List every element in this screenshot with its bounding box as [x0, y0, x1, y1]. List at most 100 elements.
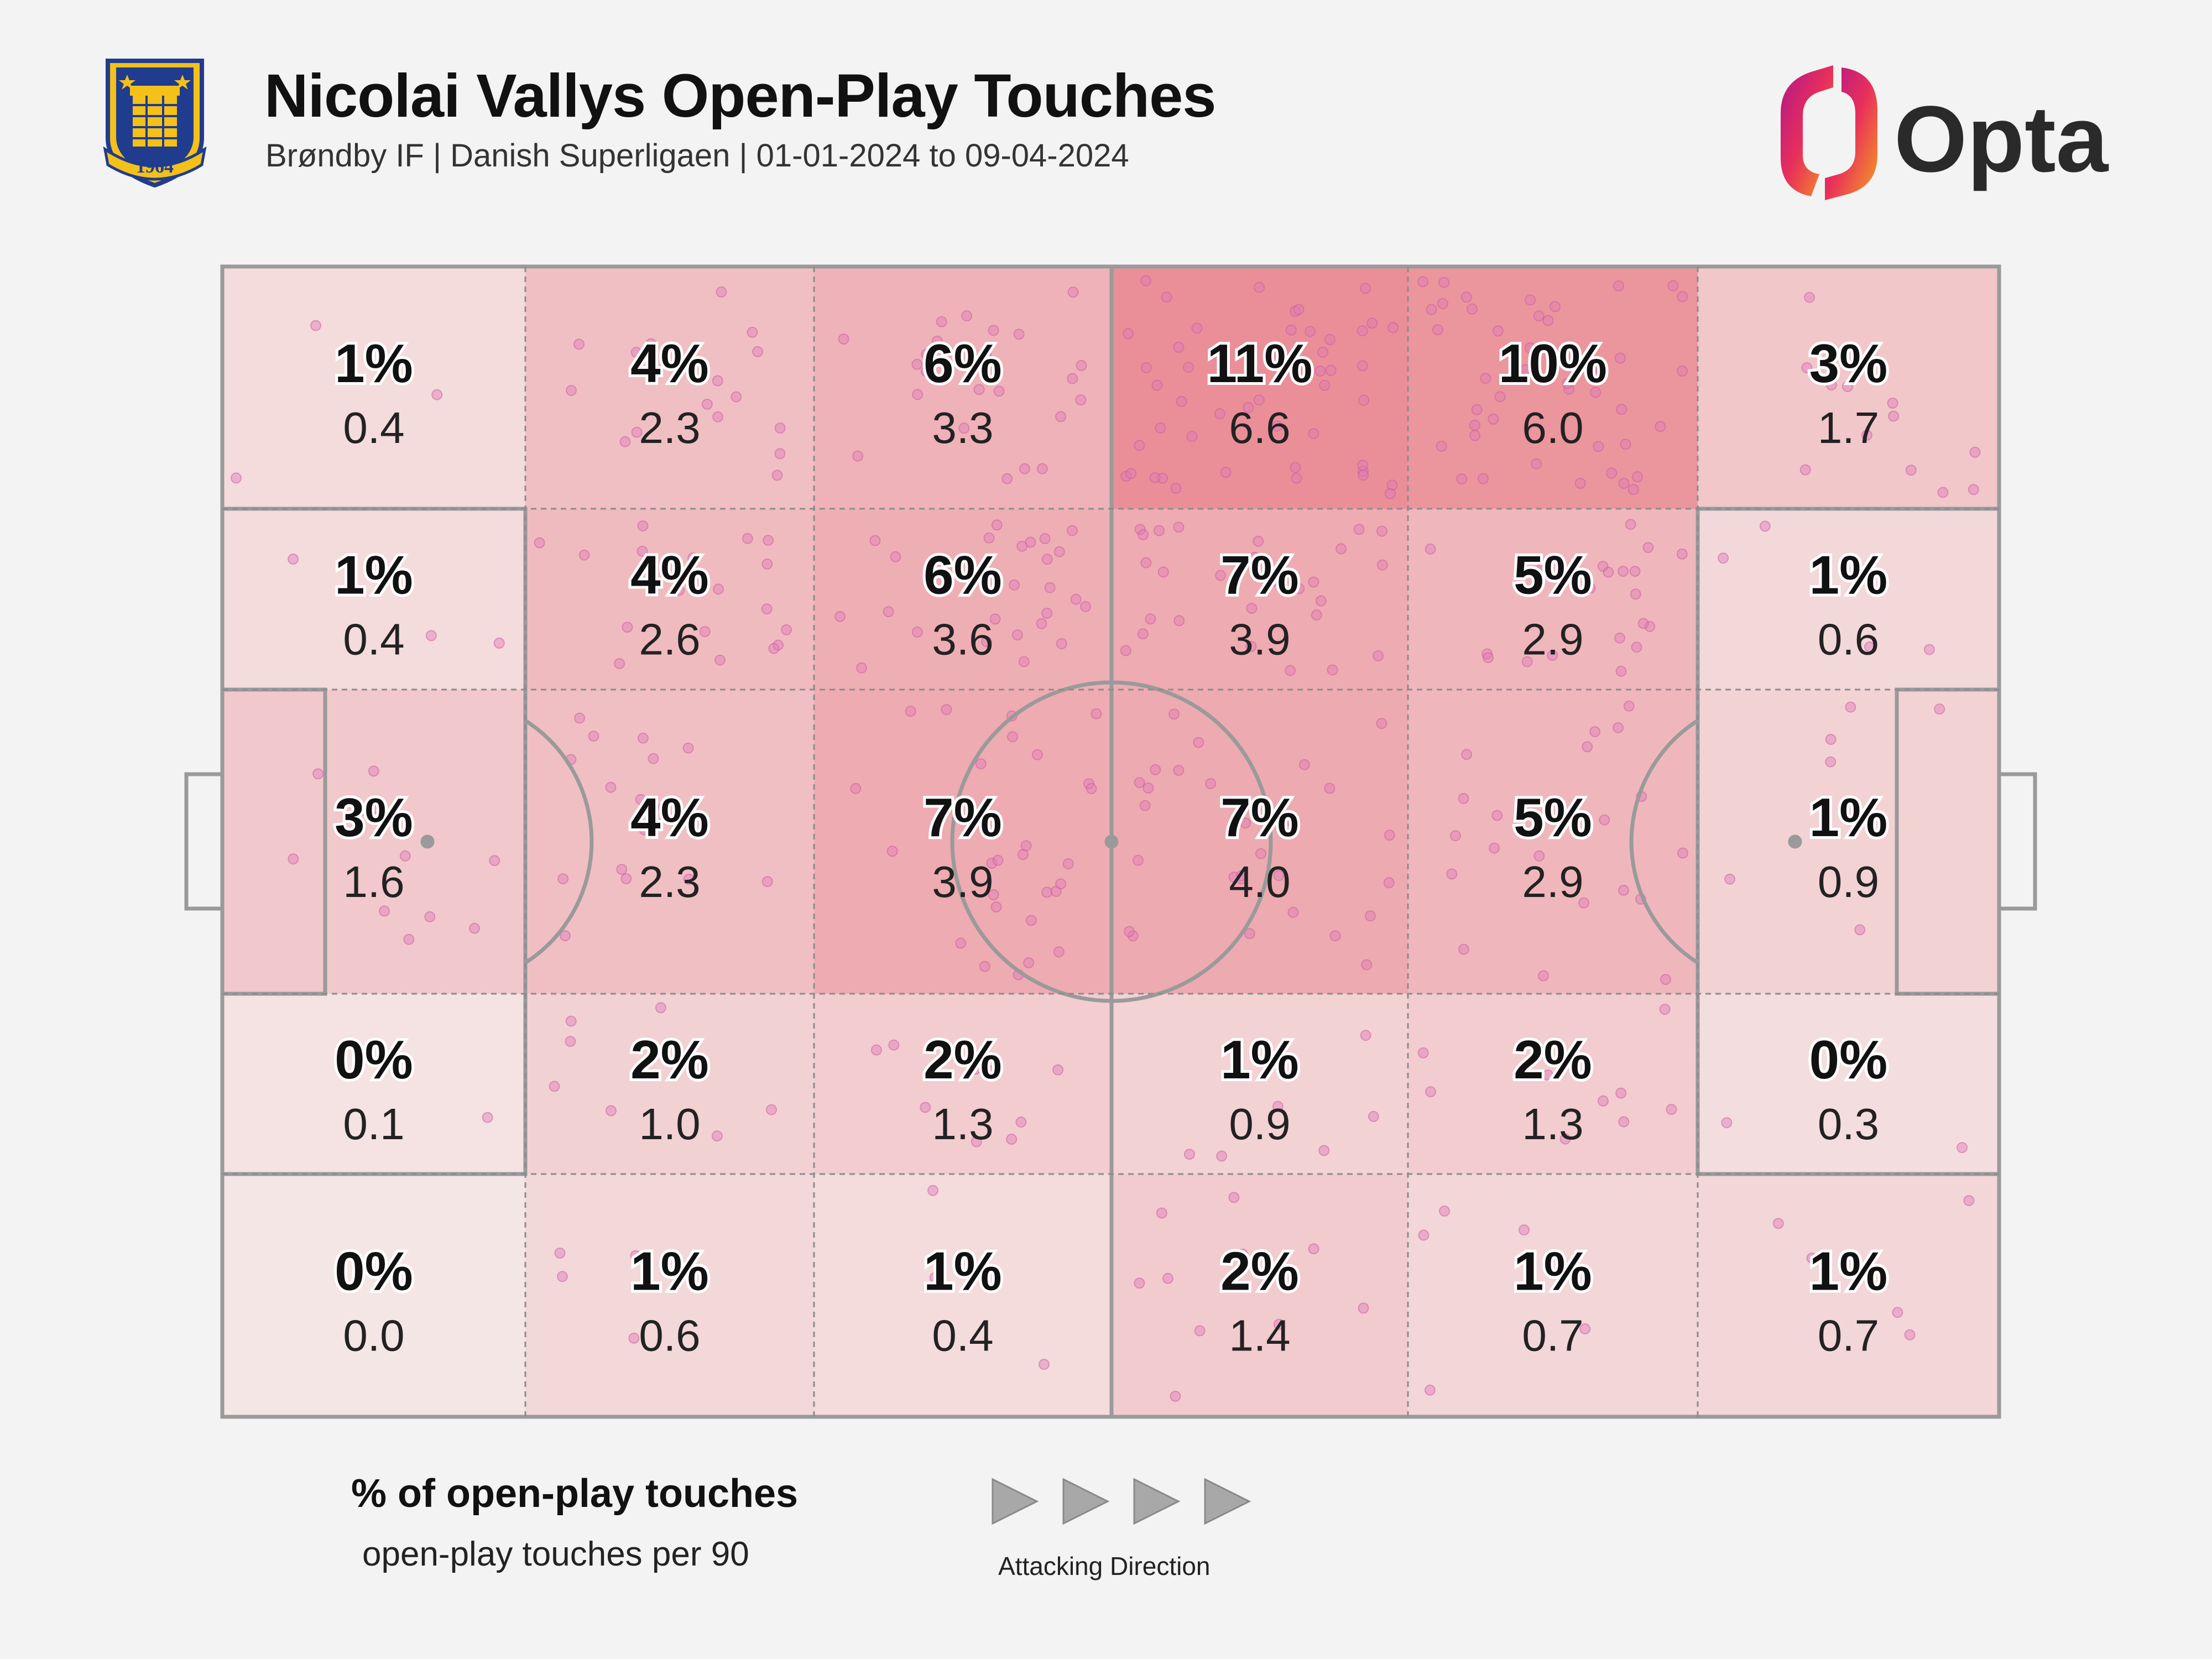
cell-pct-label: 2%	[1220, 1241, 1299, 1302]
touch-dot	[1603, 566, 1614, 578]
touch-dot	[1630, 588, 1641, 600]
touch-dot	[1804, 291, 1815, 303]
cell-per90-label: 3.6	[932, 615, 993, 664]
cell-pct-label: 3%	[1809, 333, 1888, 394]
touch-dot	[1618, 1116, 1630, 1128]
heatmap-cell	[525, 1174, 814, 1417]
touch-dot	[549, 1081, 560, 1092]
touch-dot	[1137, 628, 1149, 640]
touch-dot	[991, 519, 1003, 531]
touch-dot	[1173, 765, 1185, 776]
touch-dot	[1156, 1207, 1167, 1219]
touch-dot	[1562, 378, 1573, 389]
touch-dot	[1155, 422, 1166, 434]
touch-dot	[1923, 644, 1935, 655]
touch-dot	[1432, 324, 1443, 336]
cell-pct-label: 3%	[335, 787, 413, 848]
touch-dot	[983, 532, 995, 544]
touch-dot	[399, 850, 411, 862]
touch-dot	[1559, 1133, 1571, 1145]
cell-pct-label: 4%	[630, 333, 709, 394]
touch-dot	[1170, 482, 1182, 494]
touch-dot	[1066, 525, 1078, 536]
touch-dot	[1904, 1329, 1916, 1340]
touch-dot	[1436, 440, 1447, 452]
cell-pct-label: 4%	[630, 787, 709, 848]
touch-dot	[578, 549, 590, 561]
touch-dot	[1358, 394, 1370, 406]
touch-dot	[1615, 665, 1627, 677]
touch-dot	[1285, 324, 1297, 336]
touch-dot	[1632, 471, 1643, 483]
touch-dot	[1489, 842, 1500, 854]
heatmap-cell	[1698, 509, 1999, 690]
touch-dot	[1963, 1195, 1975, 1206]
touch-dot	[1772, 1218, 1784, 1229]
touch-dot	[1417, 1047, 1429, 1058]
cell-pct-label: 2%	[630, 1029, 709, 1090]
touch-dot	[1825, 734, 1837, 745]
cell-per90-label: 0.4	[343, 403, 404, 452]
touch-dot	[1183, 362, 1194, 373]
touch-dot	[905, 706, 916, 717]
touch-dot	[1240, 817, 1251, 829]
touch-dot	[628, 1332, 640, 1344]
touch-dot	[1718, 552, 1729, 564]
touch-dot	[1618, 566, 1629, 577]
touch-dot	[1845, 701, 1856, 713]
touch-dot	[565, 1036, 576, 1047]
cell-pct-label: 10%	[1499, 333, 1607, 394]
touch-dot	[1578, 897, 1590, 909]
touch-dot	[1145, 613, 1156, 625]
touch-dot	[1091, 708, 1102, 719]
touch-dot	[534, 537, 545, 549]
touch-dot	[1271, 420, 1283, 432]
touch-dot	[1437, 298, 1448, 309]
cell-pct-label: 1%	[924, 1241, 1002, 1302]
cell-pct-label: 2%	[924, 1029, 1002, 1090]
touch-dot	[1311, 609, 1322, 621]
touch-dot	[1249, 551, 1260, 563]
touch-dot	[1070, 593, 1082, 605]
left-goal	[184, 772, 225, 911]
touch-dot	[310, 320, 321, 331]
cell-per90-label: 0.4	[343, 615, 404, 664]
touch-dot	[1613, 722, 1624, 733]
touch-dot	[1011, 629, 1023, 641]
touch-dot	[1376, 559, 1388, 571]
touch-dot	[1052, 1064, 1064, 1076]
touch-dot	[1386, 479, 1398, 491]
touch-dot	[982, 1064, 993, 1076]
touch-dot	[1080, 601, 1092, 612]
touch-dot	[1245, 640, 1257, 652]
heatmap-cell	[1408, 1174, 1698, 1417]
touch-dot	[288, 554, 299, 565]
touch-dot	[850, 782, 862, 794]
heatmap-cell	[1698, 267, 1999, 509]
touch-dot	[971, 1136, 982, 1147]
touch-dot	[1013, 328, 1025, 340]
touch-dot	[1075, 394, 1087, 406]
touch-dot	[1335, 543, 1347, 555]
touch-dot	[1039, 533, 1051, 544]
touch-dot	[1842, 381, 1853, 392]
cell-per90-label: 2.9	[1522, 615, 1583, 664]
touch-dot	[747, 326, 758, 338]
cell-per90-label: 2.3	[639, 403, 700, 452]
touch-dot	[1574, 478, 1586, 489]
touch-dot	[1305, 326, 1316, 337]
touch-dot	[931, 336, 943, 347]
touch-dot	[742, 533, 753, 544]
touch-dot	[1134, 777, 1145, 789]
touch-dot	[1655, 421, 1666, 432]
touch-dot	[605, 781, 617, 793]
right-penalty-spot	[1788, 834, 1802, 849]
touch-dot	[1618, 884, 1629, 896]
touch-dot	[1801, 362, 1813, 373]
touch-dot	[1417, 276, 1428, 288]
touch-dot	[1360, 1030, 1371, 1041]
touch-dot	[766, 1104, 777, 1115]
touch-dot	[605, 1105, 617, 1117]
touch-dot	[1438, 276, 1450, 288]
touch-dot	[888, 1039, 900, 1051]
